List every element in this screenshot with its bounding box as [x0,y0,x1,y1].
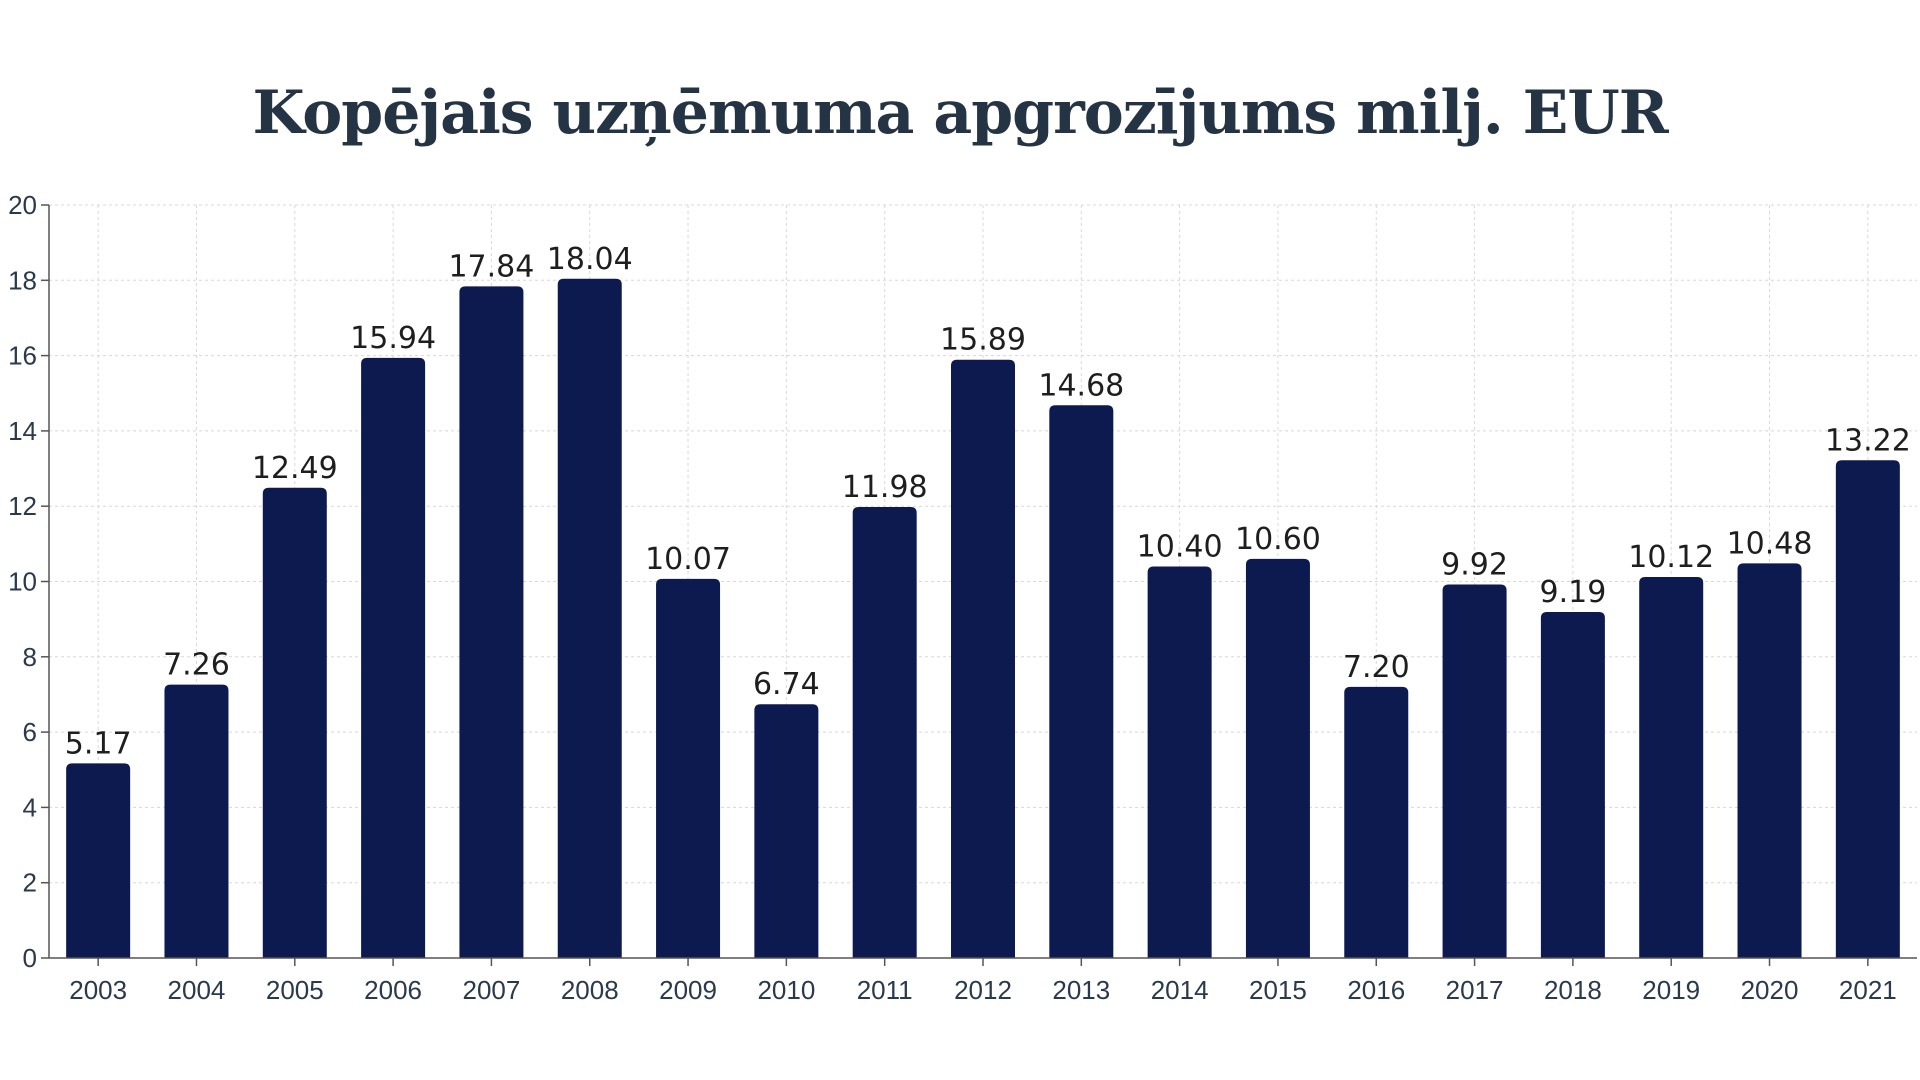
x-tick-label-2014: 2014 [1151,975,1209,1005]
y-tick-label: 0 [23,943,37,973]
bars [66,278,1900,959]
x-tick-label-2003: 2003 [69,975,127,1005]
x-tick-label-2007: 2007 [462,975,520,1005]
y-tick-label: 2 [23,868,37,898]
x-tick-label-2010: 2010 [757,975,815,1005]
bar-2013 [1049,405,1114,959]
labels: 0 2 4 6 8 10 12 14 16 18 20 5.17 2003 7.26 2004 12.49 20… [8,190,1911,1005]
data-label-2019: 10.12 [1628,540,1714,575]
x-tick-label-2005: 2005 [266,975,324,1005]
y-tick-label: 10 [8,567,37,597]
x-tick-label-2011: 2011 [857,975,913,1005]
bar-2017 [1442,584,1507,958]
y-tick-label: 16 [8,341,37,371]
data-label-2009: 10.07 [645,542,731,577]
bar-2009 [656,578,721,958]
x-tick-label-2006: 2006 [364,975,422,1005]
data-label-2006: 15.94 [350,321,436,356]
x-tick-label-2009: 2009 [659,975,717,1005]
data-label-2007: 17.84 [448,249,534,284]
bar-2016 [1344,686,1409,958]
data-label-2012: 15.89 [940,323,1026,358]
y-tick-label: 12 [8,491,37,521]
data-label-2018: 9.19 [1539,575,1606,610]
data-label-2005: 12.49 [252,451,338,486]
gridlines [49,204,1917,958]
x-tick-label-2008: 2008 [561,975,619,1005]
bar-2014 [1147,566,1212,958]
x-tick-label-2013: 2013 [1052,975,1110,1005]
bar-2011 [852,506,917,958]
bar-2003 [66,763,131,958]
y-tick-label: 18 [8,265,37,295]
bar-2012 [951,359,1015,959]
y-tick-label: 8 [23,642,37,672]
bar-2020 [1737,563,1802,958]
y-tick-label: 14 [8,416,37,446]
x-tick-label-2019: 2019 [1642,975,1700,1005]
bar-2007 [459,286,524,959]
bar-2006 [361,357,426,958]
x-tick-label-2018: 2018 [1544,975,1602,1005]
data-label-2017: 9.92 [1441,548,1508,583]
y-tick-label: 4 [23,792,37,822]
bar-2004 [164,684,229,958]
x-tick-label-2012: 2012 [954,975,1012,1005]
data-label-2004: 7.26 [163,648,230,683]
x-tick-label-2017: 2017 [1446,975,1504,1005]
x-tick-label-2016: 2016 [1347,975,1405,1005]
data-label-2003: 5.17 [65,726,132,761]
data-label-2008: 18.04 [547,242,633,277]
bar-2015 [1245,558,1310,958]
data-label-2020: 10.48 [1727,526,1813,561]
bar-2010 [754,704,819,958]
y-tick-label: 6 [23,717,37,747]
data-label-2011: 11.98 [842,470,928,505]
x-tick-label-2020: 2020 [1741,975,1799,1005]
data-label-2016: 7.20 [1343,650,1410,685]
data-label-2014: 10.40 [1137,529,1223,564]
axes [41,204,1917,966]
data-label-2015: 10.60 [1235,522,1321,557]
bar-2021 [1835,460,1900,958]
y-tick-label: 20 [8,190,37,220]
bar-2018 [1540,611,1605,958]
data-label-2021: 13.22 [1825,423,1911,458]
x-tick-label-2021: 2021 [1839,975,1897,1005]
chart-title: Kopējais uzņēmuma apgrozījums milj. EUR [252,78,1668,148]
data-label-2010: 6.74 [753,667,820,702]
x-tick-label-2015: 2015 [1249,975,1307,1005]
bar-2008 [557,278,622,958]
data-label-2013: 14.68 [1038,368,1124,403]
x-tick-label-2004: 2004 [168,975,226,1005]
bar-2019 [1639,576,1704,958]
bar-2005 [262,487,327,958]
